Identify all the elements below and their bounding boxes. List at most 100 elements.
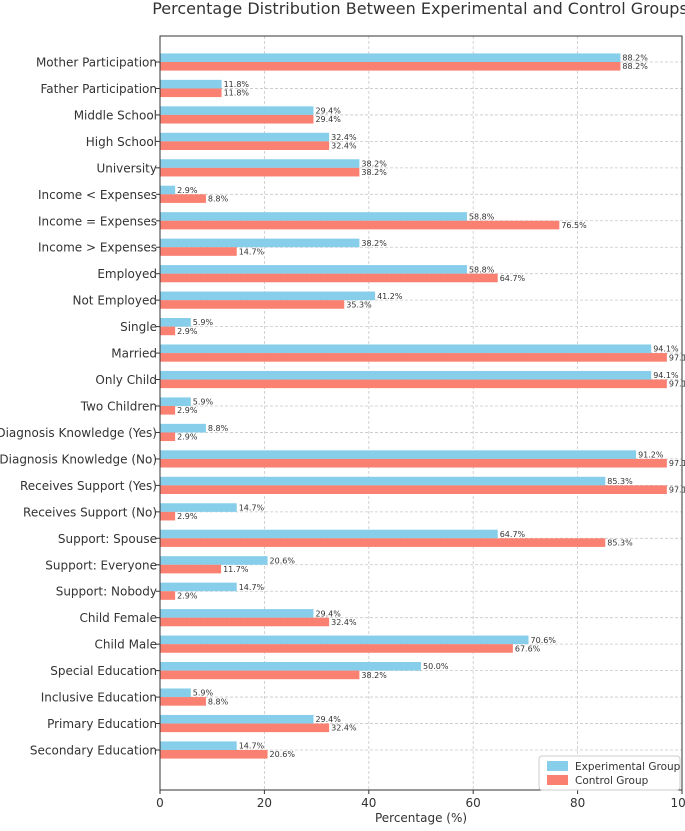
bar-experimental-group-receives-support-yes (160, 476, 606, 486)
bar-experimental-group-not-employed (160, 291, 376, 301)
bar-control-group-child-female (160, 617, 330, 627)
bar-experimental-group-income-expenses (160, 185, 176, 195)
value-label-experimental-group-father-participation: 11.8% (224, 80, 250, 89)
bar-control-group-inclusive-education (160, 697, 206, 706)
bar-experimental-group-support-nobody (160, 582, 237, 592)
value-label-experimental-group-only-child: 94.1% (653, 371, 679, 380)
category-label-two-children: Two Children (80, 400, 157, 414)
value-label-control-group-middle-school: 29.4% (315, 115, 341, 124)
value-label-experimental-group-receives-support-yes: 85.3% (607, 477, 633, 486)
legend-swatch-experimental (547, 761, 568, 771)
value-label-control-group-support-spouse: 85.3% (607, 539, 633, 548)
bar-experimental-group-two-children (160, 397, 191, 406)
bar-control-group-only-child (160, 379, 667, 389)
bar-control-group-receives-support-yes (160, 485, 667, 494)
value-label-control-group-two-children: 2.9% (177, 406, 198, 415)
bar-experimental-group-diagnosis-knowledge-no (160, 450, 637, 459)
bar-experimental-group-child-female (160, 609, 314, 618)
value-label-control-group-primary-education: 32.4% (331, 724, 357, 733)
value-label-experimental-group-middle-school: 29.4% (315, 107, 341, 116)
value-label-experimental-group-income-expenses: 58.8% (469, 212, 495, 221)
value-label-control-group-diagnosis-knowledge-no: 97.1% (669, 459, 685, 468)
x-tick-label: 60 (466, 796, 481, 810)
category-label-university: University (96, 161, 157, 175)
value-label-control-group-child-male: 67.6% (515, 644, 541, 653)
bar-control-group-high-school (160, 141, 330, 150)
bar-control-group-middle-school (160, 114, 314, 124)
category-label-middle-school: Middle School (74, 108, 157, 122)
value-label-control-group-secondary-education: 20.6% (270, 750, 296, 759)
category-label-support-spouse: Support: Spouse (58, 532, 157, 546)
bar-experimental-group-secondary-education (160, 741, 237, 750)
bar-control-group-not-employed (160, 300, 345, 309)
bar-experimental-group-married (160, 344, 652, 354)
x-tick-label: 20 (257, 796, 272, 810)
value-label-control-group-not-employed: 35.3% (346, 300, 372, 309)
value-label-experimental-group-support-nobody: 14.7% (239, 583, 265, 592)
x-tick-label: 40 (361, 796, 376, 810)
value-label-experimental-group-income-expenses: 2.9% (177, 186, 198, 195)
value-label-control-group-income-expenses: 8.8% (208, 195, 229, 204)
category-label-receives-support-yes: Receives Support (Yes) (20, 479, 157, 493)
bar-experimental-group-university (160, 159, 360, 168)
value-label-experimental-group-income-expenses: 38.2% (361, 239, 387, 248)
legend-label-experimental: Experimental Group (575, 761, 681, 773)
value-label-experimental-group-diagnosis-knowledge-no: 91.2% (638, 451, 664, 460)
value-label-control-group-income-expenses: 76.5% (561, 221, 587, 230)
value-label-experimental-group-married: 94.1% (653, 345, 679, 354)
value-label-experimental-group-diagnosis-knowledge-yes: 8.8% (208, 424, 229, 433)
x-tick-label: 100 (671, 796, 685, 810)
category-label-single: Single (120, 320, 157, 334)
bar-experimental-group-employed (160, 265, 467, 274)
value-label-experimental-group-secondary-education: 14.7% (239, 742, 265, 751)
legend-swatch-control (547, 775, 568, 785)
value-labels: 88.2%88.2%11.8%11.8%29.4%29.4%32.4%32.4%… (177, 54, 685, 760)
value-label-control-group-high-school: 32.4% (331, 142, 357, 151)
category-label-secondary-education: Secondary Education (30, 744, 157, 758)
value-label-experimental-group-two-children: 5.9% (193, 398, 214, 407)
value-label-control-group-child-female: 32.4% (331, 618, 357, 627)
bar-control-group-support-spouse (160, 538, 606, 547)
value-label-experimental-group-inclusive-education: 5.9% (193, 689, 214, 698)
bar-experimental-group-mother-participation (160, 53, 621, 62)
bar-control-group-primary-education (160, 723, 330, 733)
value-label-control-group-diagnosis-knowledge-yes: 2.9% (177, 433, 198, 442)
value-label-experimental-group-receives-support-no: 14.7% (239, 503, 265, 512)
category-label-child-female: Child Female (80, 611, 157, 625)
category-label-inclusive-education: Inclusive Education (41, 691, 157, 705)
category-label-mother-participation: Mother Participation (36, 56, 157, 70)
bar-experimental-group-income-expenses (160, 212, 467, 221)
bar-experimental-group-middle-school (160, 106, 314, 115)
category-label-father-participation: Father Participation (40, 82, 157, 96)
value-label-control-group-university: 38.2% (361, 168, 387, 177)
category-label-high-school: High School (86, 135, 157, 149)
value-label-experimental-group-single: 5.9% (193, 318, 214, 327)
category-label-diagnosis-knowledge-yes: Diagnosis Knowledge (Yes) (0, 426, 157, 440)
value-label-control-group-support-everyone: 11.7% (223, 565, 249, 574)
bar-control-group-income-expenses (160, 220, 560, 230)
category-label-special-education: Special Education (50, 664, 157, 678)
x-tick-label: 80 (570, 796, 585, 810)
category-label-married: Married (111, 347, 157, 361)
value-label-experimental-group-child-female: 29.4% (315, 609, 341, 618)
bar-experimental-group-primary-education (160, 714, 314, 724)
category-label-only-child: Only Child (95, 373, 157, 387)
bar-control-group-secondary-education (160, 750, 268, 759)
bar-control-group-support-everyone (160, 564, 222, 574)
value-label-experimental-group-mother-participation: 88.2% (622, 54, 648, 63)
value-label-control-group-mother-participation: 88.2% (622, 62, 648, 71)
value-label-experimental-group-special-education: 50.0% (423, 662, 449, 671)
value-label-experimental-group-university: 38.2% (361, 159, 387, 168)
value-label-control-group-support-nobody: 2.9% (177, 591, 198, 600)
bar-control-group-diagnosis-knowledge-no (160, 458, 667, 468)
bar-control-group-married (160, 353, 667, 362)
category-label-income-expenses: Income > Expenses (38, 241, 157, 255)
bar-control-group-child-male (160, 644, 513, 653)
bar-experimental-group-only-child (160, 370, 652, 380)
category-label-receives-support-no: Receives Support (No) (23, 505, 157, 519)
value-label-experimental-group-not-employed: 41.2% (377, 292, 403, 301)
bar-control-group-receives-support-no (160, 511, 176, 521)
